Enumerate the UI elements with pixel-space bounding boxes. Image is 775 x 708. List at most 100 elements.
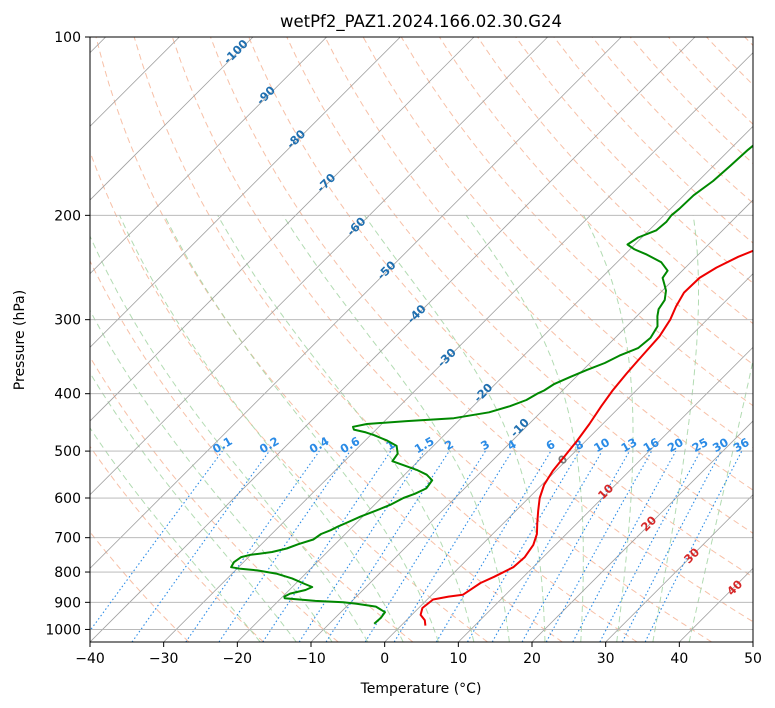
isotherm-line (90, 37, 254, 201)
isotherm-label: 10 (595, 481, 616, 502)
moist-adiabat-line (119, 215, 404, 642)
mixing-ratio-line (435, 450, 552, 642)
chart-title: wetPf2_PAZ1.2024.166.02.30.G24 (280, 12, 562, 32)
moist-adiabat-line (217, 215, 475, 642)
isotherm-label: 20 (638, 513, 659, 534)
isotherm-label: -40 (404, 302, 429, 327)
dry-adiabat-line (90, 356, 339, 642)
moist-adiabat-line (688, 358, 753, 642)
dry-adiabat-line (90, 445, 264, 642)
mixing-ratio-label: 10 (591, 435, 612, 455)
isotherm-line (752, 641, 753, 642)
mixing-ratio-line (262, 450, 392, 642)
moist-adiabat-line (583, 215, 634, 642)
y-tick-label: 300 (54, 313, 81, 329)
y-tick-label: 600 (54, 491, 81, 507)
y-tick-label: 400 (54, 387, 81, 403)
mixing-ratio-label: 0.1 (210, 434, 235, 456)
moist-adiabat-line (465, 215, 584, 642)
y-tick-label: 100 (54, 30, 81, 46)
moist-adiabat-line (90, 309, 333, 642)
mixing-ratio-label: 20 (665, 435, 686, 455)
mixing-ratio-line (521, 450, 630, 642)
isotherm-label: -20 (471, 380, 496, 405)
moist-adiabat-line (90, 235, 369, 642)
mixing-ratio-line (545, 450, 653, 642)
mixing-ratio-line (131, 450, 270, 642)
isotherm-label: -50 (374, 258, 399, 283)
mixing-ratio-label: 30 (710, 435, 731, 455)
mixing-ratio-line (644, 450, 743, 642)
dry-adiabat-line (515, 37, 753, 284)
mixing-ratio-label: 0.6 (338, 434, 363, 456)
plot-frame (89, 36, 754, 643)
y-tick-label: 1000 (45, 622, 81, 638)
isotherm-label: -70 (314, 170, 339, 195)
y-tick-label: 200 (54, 208, 81, 224)
isotherm-label: 40 (724, 577, 745, 598)
moist-adiabat-line (364, 215, 546, 642)
isotherm-line (90, 37, 622, 569)
mixing-ratio-label: 25 (690, 435, 711, 455)
dry-adiabat-line (171, 37, 712, 642)
y-axis-label: Pressure (hPa) (12, 290, 28, 390)
dry-adiabat-line (553, 37, 753, 244)
temperature-profile-line (419, 249, 753, 626)
mixing-ratio-label: 0.2 (257, 434, 282, 456)
x-tick-label: 50 (744, 651, 762, 667)
isotherm-line (90, 37, 548, 496)
y-tick-label: 900 (54, 595, 81, 611)
isotherm-line (384, 273, 753, 642)
dry-adiabat-line (95, 37, 563, 642)
x-tick-label: −30 (149, 651, 179, 667)
dry-adiabat-line (133, 37, 638, 642)
mixing-ratio-line (218, 450, 351, 642)
isotherm-line (531, 420, 753, 642)
isotherm-line (237, 125, 753, 642)
mixing-ratio-label: 16 (641, 435, 662, 455)
dry-adiabat-line (668, 37, 753, 125)
mixing-ratio-line (599, 450, 701, 642)
dry-adiabat-line (744, 37, 753, 47)
dry-adiabat-line (706, 37, 753, 86)
dry-adiabat-line (248, 37, 753, 578)
isotherm-label: -30 (434, 345, 459, 370)
mixing-ratio-line (90, 450, 223, 632)
isotherm-line (310, 199, 753, 642)
isotherm-line (90, 37, 475, 422)
x-tick-label: −10 (296, 651, 326, 667)
mixing-ratio-line (298, 450, 425, 642)
y-tick-label: 500 (54, 444, 81, 460)
x-tick-label: 20 (523, 651, 541, 667)
isotherm-label: -100 (221, 37, 251, 67)
mixing-ratio-label: 13 (619, 435, 640, 455)
mixing-ratio-line (393, 450, 513, 642)
isotherm-line (90, 37, 696, 642)
mixing-ratio-line (185, 450, 320, 642)
x-tick-label: 10 (449, 651, 467, 667)
dry-adiabat-line (324, 37, 753, 491)
moist-adiabat-line (90, 427, 261, 642)
x-tick-label: 0 (380, 651, 389, 667)
x-tick-label: 40 (670, 651, 688, 667)
x-axis-label: Temperature (°C) (360, 681, 482, 697)
mixing-ratio-label: 36 (731, 435, 752, 455)
dewpoint-profile-line (230, 144, 753, 625)
isotherm-line (90, 37, 327, 275)
y-tick-label: 700 (54, 531, 81, 547)
x-tick-label: −20 (223, 651, 253, 667)
moist-adiabat-line (652, 215, 699, 642)
moist-adiabat-line (90, 371, 297, 642)
isotherm-label: -90 (253, 83, 278, 108)
x-tick-label: 30 (597, 651, 615, 667)
y-tick-label: 800 (54, 565, 81, 581)
isotherm-line (163, 52, 753, 642)
isotherm-line (458, 346, 753, 642)
isotherm-label: -60 (344, 214, 369, 239)
mixing-ratio-line (325, 450, 450, 642)
mixing-ratio-line (572, 450, 677, 642)
dry-adiabat-line (210, 37, 753, 623)
moist-adiabat-line (163, 215, 439, 642)
dry-adiabat-line (90, 259, 414, 642)
